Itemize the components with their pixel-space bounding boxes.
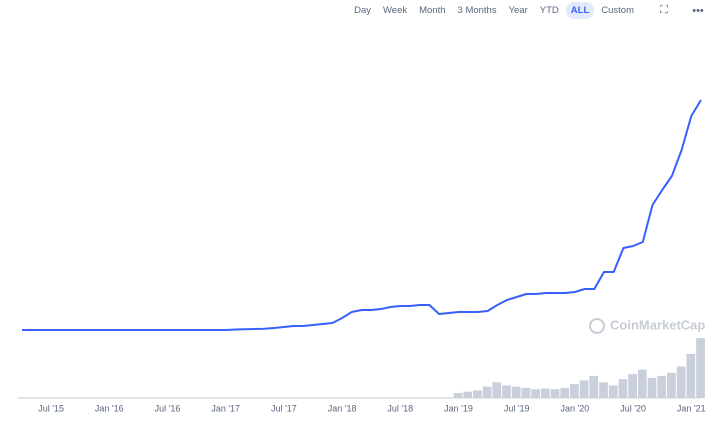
volume-bar (172, 397, 182, 398)
volume-bar (94, 397, 104, 398)
volume-bar (608, 385, 618, 398)
volume-bar (434, 397, 443, 398)
x-tick-label: Jan '17 (211, 403, 240, 413)
x-tick-label: Jan '20 (561, 403, 590, 413)
range-button[interactable]: 3 Months (453, 2, 502, 19)
x-tick-label: Jan '21 (677, 403, 706, 413)
volume-bar (579, 380, 589, 398)
volume-bar (85, 397, 94, 398)
volume-bar (696, 338, 705, 398)
volume-bar (366, 397, 376, 398)
more-icon[interactable]: ••• (692, 4, 704, 17)
volume-bar (395, 397, 405, 398)
volume-bar (599, 382, 608, 398)
volume-bar (191, 397, 201, 398)
volume-bar (17, 397, 26, 398)
volume-bar (279, 397, 288, 398)
x-tick-label: Jan '18 (328, 403, 357, 413)
volume-bar (531, 389, 540, 398)
volume-bar (123, 397, 133, 398)
volume-bar (201, 397, 211, 398)
range-button[interactable]: Month (414, 2, 450, 19)
volume-bar (133, 397, 143, 398)
volume-bar (182, 397, 191, 398)
volume-bar (385, 397, 395, 398)
toolbar: Day Week Month 3 Months Year YTD ALL Custom ⛶ ••… (349, 2, 707, 19)
volume-bar (657, 375, 667, 398)
volume-bar (298, 397, 308, 398)
volume-bar (647, 377, 657, 398)
volume-bar (473, 390, 482, 398)
fullscreen-icon[interactable]: ⛶ (660, 4, 668, 16)
range-button[interactable]: Custom (596, 2, 639, 19)
volume-bar (337, 397, 346, 398)
x-tick-label: Jul '19 (504, 403, 530, 413)
volume-bar (317, 397, 327, 398)
volume-bar (560, 387, 570, 398)
volume-bar (453, 392, 463, 398)
volume-bar (162, 397, 172, 398)
volume-bar (65, 397, 75, 398)
volume-bar (628, 374, 637, 398)
range-button[interactable]: Year (504, 2, 533, 19)
volume-bar (414, 397, 424, 398)
x-tick-label: Jul '20 (620, 403, 646, 413)
volume-bar (152, 397, 162, 398)
volume-bar (540, 388, 550, 398)
volume-bar (463, 391, 473, 398)
x-tick-label: Jul '18 (387, 403, 413, 413)
volume-bar (511, 386, 521, 398)
price-line (22, 99, 702, 331)
volume-bar (570, 384, 579, 398)
volume-bar (376, 397, 385, 398)
x-tick-label: Jul '16 (155, 403, 181, 413)
volume-bar (46, 397, 55, 398)
volume-bar (220, 397, 230, 398)
x-tick-label: Jan '16 (95, 403, 124, 413)
volume-bar (143, 397, 152, 398)
volume-bar (550, 389, 560, 398)
volume-bar (346, 397, 356, 398)
volume-bar (482, 386, 492, 398)
volume-bar (75, 397, 85, 398)
volume-bar (36, 397, 46, 398)
volume-bar (211, 397, 220, 398)
volume-bar (676, 366, 686, 398)
volume-bar (104, 397, 114, 398)
volume-bar (424, 397, 434, 398)
volume-bar (259, 397, 269, 398)
range-button[interactable]: Week (378, 2, 412, 19)
range-button[interactable]: Day (349, 2, 376, 19)
volume-bar (589, 375, 599, 398)
volume-bar (443, 397, 453, 398)
x-tick-label: Jan '19 (444, 403, 473, 413)
volume-bar (637, 369, 647, 398)
volume-bar (667, 372, 676, 398)
volume-bar (114, 397, 123, 398)
volume-bar (686, 353, 696, 398)
volume-bar (356, 397, 366, 398)
volume-bar (618, 379, 628, 398)
volume-bar (230, 397, 240, 398)
volume-bar (502, 385, 511, 398)
volume-bar (249, 397, 259, 398)
volume-bar (240, 397, 249, 398)
watermark-logo (589, 318, 605, 334)
volume-bar (327, 397, 337, 398)
volume-bar (521, 387, 531, 398)
volume-bar (308, 397, 317, 398)
volume-bar (26, 397, 36, 398)
range-button[interactable]: ALL (565, 2, 595, 19)
range-button[interactable]: YTD (535, 2, 564, 19)
volume-bar (288, 397, 298, 398)
volume-bar (55, 397, 65, 398)
volume-bar (405, 397, 414, 398)
x-tick-label: Jul '15 (38, 403, 64, 413)
volume-bar (492, 382, 502, 398)
watermark: CoinMarketCap (610, 317, 705, 332)
x-tick-label: Jul '17 (271, 403, 297, 413)
volume-bar (269, 397, 279, 398)
